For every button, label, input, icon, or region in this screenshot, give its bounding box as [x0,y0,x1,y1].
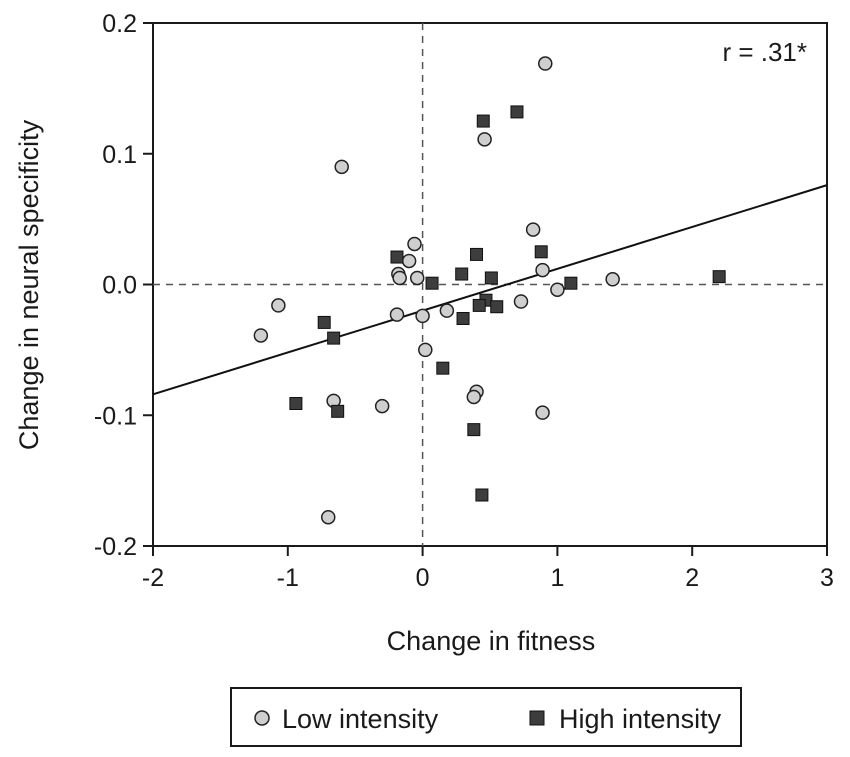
point-low-intensity [525,222,541,237]
legend-box [230,687,742,747]
point-high-intensity [712,270,726,284]
point-low-intensity [320,509,336,525]
y-tick-label: 0.0 [102,272,137,300]
point-low-intensity [605,272,620,287]
x-tick-label: 0 [416,564,430,592]
point-low-intensity [415,308,430,324]
point-low-intensity [253,328,269,343]
point-low-intensity [389,307,405,322]
point-high-intensity [317,315,331,329]
correlation-annotation: r = .31* [722,37,807,67]
point-high-intensity [289,396,303,410]
point-high-intensity [455,267,469,281]
point-high-intensity [467,423,481,437]
point-low-intensity [538,56,553,71]
point-high-intensity [390,250,404,264]
point-low-intensity [334,159,349,175]
point-high-intensity [534,245,548,259]
y-tick-label: 0.1 [102,141,137,169]
y-axis-ticks: -0.2 -0.1 0.0 0.1 0.2 [94,10,153,561]
point-high-intensity [425,276,439,290]
point-low-intensity [550,282,565,297]
x-axis-ticks: -2 -1 0 1 2 3 [142,546,834,592]
point-high-intensity [490,300,504,314]
y-tick-label: -0.2 [94,533,137,561]
point-low-intensity [513,294,529,309]
x-tick-label: 3 [820,564,834,592]
legend-marker-low-intensity [254,710,270,726]
point-high-intensity [510,105,524,119]
point-low-intensity [466,389,482,405]
point-low-intensity [271,298,286,313]
x-tick-label: -2 [142,564,164,592]
y-axis-title: Change in neural specificity [14,119,44,450]
legend-label-low-intensity: Low intensity [282,704,439,734]
series-low-intensity [253,56,620,525]
point-low-intensity [477,132,492,147]
point-high-intensity [484,271,498,285]
point-low-intensity [535,262,550,278]
point-high-intensity [476,114,490,128]
y-tick-label: 0.2 [102,10,137,38]
point-low-intensity [409,270,425,286]
point-high-intensity [436,361,450,375]
x-tick-label: -1 [277,564,299,592]
regression-line [152,184,828,396]
legend-label-high-intensity: High intensity [559,704,722,734]
point-high-intensity [472,298,486,312]
y-tick-label: -0.1 [94,402,137,430]
point-low-intensity [407,236,422,252]
point-low-intensity [439,303,455,318]
x-tick-label: 1 [550,564,564,592]
point-high-intensity [327,331,341,345]
point-low-intensity [401,253,417,269]
series-high-intensity [289,105,726,502]
point-low-intensity [374,398,390,414]
point-low-intensity [535,405,550,420]
legend: Low intensity High intensity [230,687,742,747]
x-axis-title: Change in fitness [387,626,596,656]
legend-marker-high-intensity [529,710,545,726]
point-low-intensity [418,342,433,358]
point-low-intensity [392,270,407,286]
point-high-intensity [564,276,578,290]
point-high-intensity [475,488,489,502]
point-high-intensity [456,311,470,325]
point-high-intensity [470,247,484,261]
point-high-intensity [331,404,345,418]
x-tick-label: 2 [685,564,699,592]
